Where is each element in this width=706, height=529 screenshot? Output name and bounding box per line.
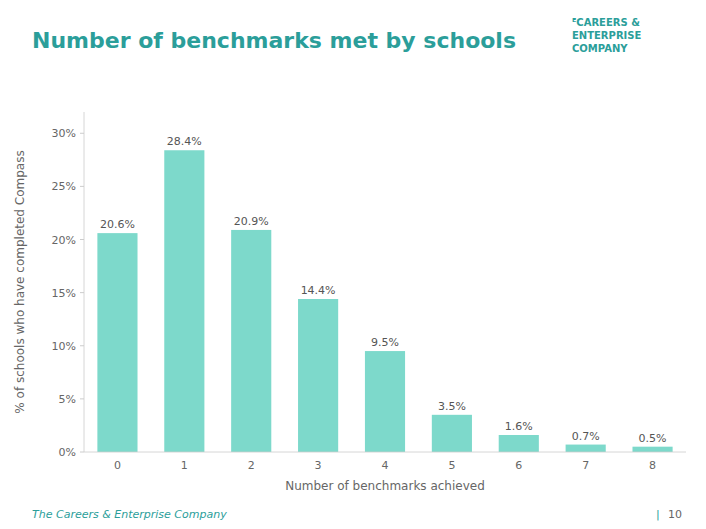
logo-text: ᴱCAREERS & — [572, 17, 640, 28]
bar — [298, 299, 338, 452]
x-tick-label: 8 — [649, 459, 656, 472]
bar — [231, 230, 271, 452]
y-axis-line — [84, 112, 85, 452]
y-axis: 0% 5% 10% 15% 20% 25% 30% — [52, 112, 84, 459]
page-number: 10 — [668, 508, 682, 521]
bar — [432, 415, 472, 452]
logo-text: COMPANY — [572, 43, 628, 54]
y-tick-label: 15% — [52, 287, 76, 300]
data-label: 9.5% — [371, 336, 399, 349]
y-tick-label: 5% — [59, 393, 76, 406]
bar — [499, 435, 539, 452]
data-label: 0.7% — [572, 430, 600, 443]
bars — [97, 150, 672, 452]
x-tick-label: 1 — [181, 459, 188, 472]
data-label: 1.6% — [505, 420, 533, 433]
y-tick — [80, 398, 84, 399]
y-tick — [80, 133, 84, 134]
y-tick-label: 25% — [52, 180, 76, 193]
page-separator: | — [656, 508, 660, 521]
x-axis-line — [84, 452, 686, 453]
y-tick — [80, 452, 84, 453]
bar — [365, 351, 405, 452]
y-tick-label: 20% — [52, 234, 76, 247]
x-tick-label: 7 — [582, 459, 589, 472]
bar — [164, 150, 204, 452]
x-tick-label: 5 — [448, 459, 455, 472]
bar — [632, 447, 672, 452]
x-tick-label: 4 — [382, 459, 389, 472]
x-tick-label: 6 — [515, 459, 522, 472]
data-label: 0.5% — [639, 432, 667, 445]
x-axis: 0 1 2 3 4 5 6 7 8 — [84, 452, 686, 472]
data-labels: 20.6% 28.4% 20.9% 14.4% 9.5% 3.5% 1.6% 0.7% 0.5% — [100, 135, 667, 444]
y-tick — [80, 345, 84, 346]
data-label: 20.6% — [100, 218, 135, 231]
footer-text: The Careers & Enterprise Company — [32, 508, 227, 521]
logo-text: ENTERPRISE — [572, 30, 642, 41]
y-tick — [80, 239, 84, 240]
x-tick-label: 3 — [315, 459, 322, 472]
data-label: 28.4% — [167, 135, 202, 148]
y-tick-label: 30% — [52, 127, 76, 140]
x-tick-label: 2 — [248, 459, 255, 472]
bar — [566, 445, 606, 452]
title: Number of benchmarks met by schools — [32, 28, 516, 53]
x-axis-label: Number of benchmarks achieved — [285, 479, 485, 493]
y-axis-label: % of schools who have completed Compass — [13, 150, 27, 413]
y-tick — [80, 186, 84, 187]
chart: Number of benchmarks met by schools ᴱCARE… — [0, 0, 706, 529]
bar — [97, 233, 137, 452]
x-tick-label: 0 — [114, 459, 121, 472]
data-label: 3.5% — [438, 400, 466, 413]
y-tick-label: 10% — [52, 340, 76, 353]
data-label: 14.4% — [301, 284, 336, 297]
data-label: 20.9% — [234, 215, 269, 228]
background — [0, 0, 706, 529]
y-tick — [80, 292, 84, 293]
y-tick-label: 0% — [59, 446, 76, 459]
